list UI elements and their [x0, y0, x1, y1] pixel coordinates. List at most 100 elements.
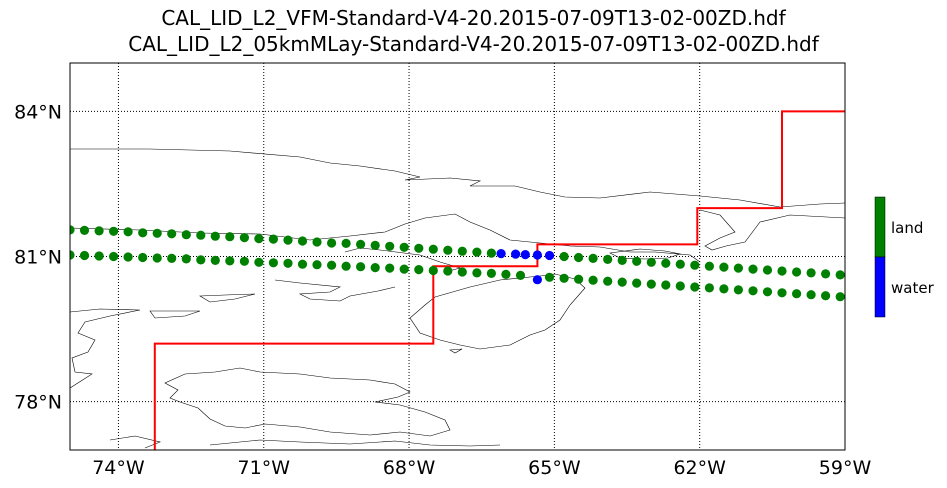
track-point-land [210, 255, 220, 265]
coastline-island-3 [149, 310, 201, 319]
track-point-land [123, 227, 133, 237]
coastline-greenland [409, 273, 586, 350]
track-point-land [486, 248, 496, 258]
colorbar-land-swatch [874, 196, 886, 258]
track-point-water [544, 250, 555, 261]
track-point-land [356, 239, 366, 249]
track-point-land [79, 250, 90, 261]
track-point-land [297, 259, 308, 269]
track-point-land [210, 231, 220, 241]
track-point-land [544, 272, 555, 282]
track-point-land [312, 260, 322, 270]
track-point-land [515, 270, 526, 280]
coastline-west-2 [164, 367, 451, 437]
track-point-land [327, 260, 337, 270]
track-point-land [109, 251, 119, 262]
track-point-land [704, 283, 715, 293]
track-point-land [762, 287, 773, 297]
map-frame [69, 62, 846, 451]
track-point-land [414, 243, 424, 253]
track-point-land [472, 268, 482, 278]
track-point-land [428, 244, 438, 254]
colorbar-water-swatch [874, 256, 886, 318]
track-point-water [532, 275, 543, 285]
track-point-land [341, 261, 351, 271]
track-point-land [239, 256, 249, 266]
track-point-land [748, 286, 758, 296]
track-point-land [370, 263, 380, 273]
lon-tick-label: 71°W [238, 457, 291, 479]
track-point-land [675, 259, 685, 269]
track-point-land [792, 289, 802, 299]
coastline-peninsula [274, 279, 396, 302]
track-point-land [123, 252, 133, 262]
track-point-land [312, 237, 322, 247]
coastline-ellesmere-south [70, 213, 701, 263]
track-point-land [457, 267, 467, 277]
red-boundary-line [153, 110, 845, 450]
lon-tick-label: 65°W [528, 457, 581, 479]
lon-tick-label: 74°W [92, 457, 145, 479]
coastline-fjord-1 [699, 209, 845, 251]
track-point-land [283, 235, 293, 245]
track-point-water [520, 250, 530, 260]
track-point-land [806, 290, 816, 300]
track-point-land [443, 245, 453, 255]
track-point-land [268, 258, 278, 268]
track-point-land [356, 262, 366, 272]
track-point-land [646, 257, 656, 267]
track-point-land [181, 230, 191, 240]
track-point-land [661, 280, 671, 290]
track-point-land [617, 255, 627, 265]
track-point-land [501, 269, 511, 279]
track-point-land [225, 232, 235, 242]
track-point-land [152, 228, 162, 238]
track-point-land [821, 291, 831, 301]
track-point-land [632, 256, 642, 266]
coastline-south [209, 439, 501, 447]
track-point-land [268, 234, 278, 244]
track-point-land [457, 246, 467, 256]
track-point-land [472, 247, 482, 257]
lon-tick-label: 68°W [383, 457, 436, 479]
track-point-land [661, 258, 671, 268]
track-point-land [719, 284, 729, 294]
lat-tick-label: 84°N [14, 101, 62, 123]
track-point-land [70, 250, 75, 260]
track-point-water [510, 249, 521, 259]
track-point-land [690, 260, 700, 270]
track-point-land [588, 253, 598, 263]
track-point-land [152, 253, 162, 263]
track-point-land [617, 277, 627, 287]
coastline-north [70, 148, 845, 208]
track-point-land [704, 261, 715, 271]
track-point-land [646, 279, 656, 289]
lat-tick-label: 78°N [14, 392, 62, 414]
track-point-land [341, 238, 351, 248]
coastlines [70, 148, 845, 449]
track-point-land [733, 263, 744, 273]
coastline-island-2 [198, 293, 256, 303]
track-point-land [94, 251, 104, 261]
track-point-land [777, 266, 787, 276]
colorbar-legend: land water [874, 196, 935, 318]
track-point-land [79, 225, 90, 235]
track-point-land [559, 251, 569, 262]
track-point-land [167, 253, 177, 263]
track-point-land [109, 226, 119, 236]
track-point-land [690, 282, 700, 292]
track-point-land [835, 292, 845, 302]
track-point-land [414, 265, 424, 275]
track-point-land [574, 274, 584, 284]
axis-tick-labels: 74°W 71°W 68°W 65°W 62°W 59°W 78°N 81°N 84°N [14, 101, 871, 479]
track-point-land [719, 262, 729, 272]
track-point-land [283, 258, 293, 268]
track-point-land [443, 266, 453, 276]
colorbar-water-label: water [891, 279, 935, 297]
track-point-land [167, 229, 177, 239]
track-point-land [385, 263, 395, 273]
track-point-land [196, 230, 206, 240]
coastline-island-5 [449, 348, 463, 354]
coastline-west-3 [109, 435, 161, 449]
track-point-land [399, 264, 409, 274]
